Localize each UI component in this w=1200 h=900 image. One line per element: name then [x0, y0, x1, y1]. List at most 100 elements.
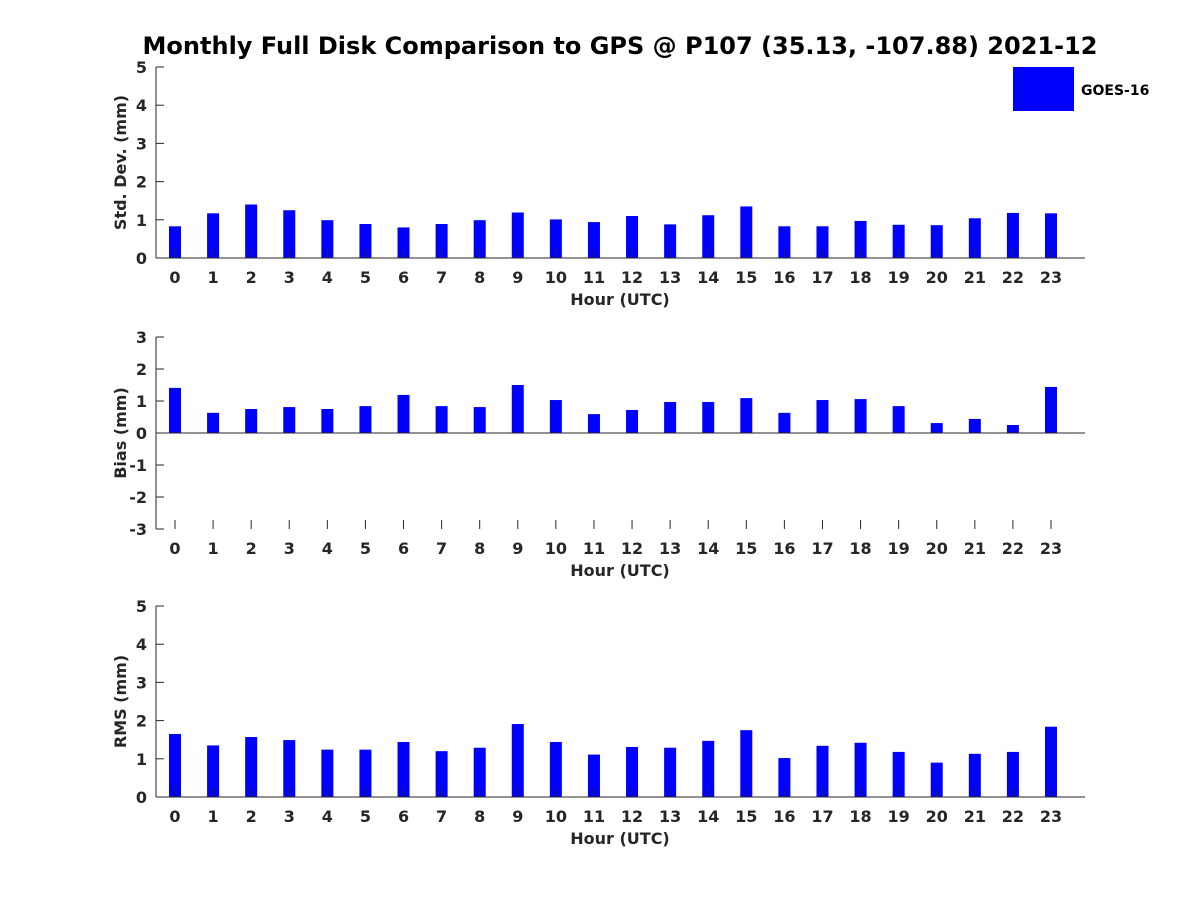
bar-stddev-hour-4 — [321, 220, 334, 258]
bar-bias-hour-21 — [968, 418, 981, 433]
x-tick-label: 0 — [169, 807, 180, 826]
bar-rms-hour-5 — [359, 749, 372, 797]
x-tick-label: 3 — [284, 539, 295, 558]
x-tick-label: 5 — [360, 539, 371, 558]
bar-stddev-hour-19 — [892, 224, 905, 258]
x-tick-label: 18 — [849, 807, 871, 826]
x-tick-label: 12 — [621, 268, 643, 287]
bar-stddev-hour-8 — [473, 220, 486, 258]
bar-rms-hour-22 — [1006, 751, 1019, 797]
bar-bias-hour-6 — [397, 394, 410, 433]
x-tick-label: 8 — [474, 807, 485, 826]
bar-bias-hour-12 — [626, 409, 639, 433]
x-tick-label: 21 — [964, 807, 986, 826]
bar-rms-hour-3 — [283, 740, 296, 797]
bar-bias-hour-20 — [930, 423, 943, 433]
bar-bias-hour-14 — [702, 401, 715, 433]
x-tick-label: 4 — [322, 807, 333, 826]
x-tick-label: 17 — [811, 268, 833, 287]
bar-bias-hour-9 — [511, 385, 524, 433]
bar-stddev-hour-7 — [435, 224, 448, 258]
x-tick-label: 19 — [888, 807, 910, 826]
bar-rms-hour-7 — [435, 751, 448, 797]
y-axis-label: RMS (mm) — [111, 655, 130, 748]
bar-stddev-hour-14 — [702, 215, 715, 258]
bar-stddev-hour-15 — [740, 206, 753, 258]
x-tick-label: 2 — [246, 539, 257, 558]
y-axis-label: Std. Dev. (mm) — [111, 95, 130, 230]
bar-stddev-hour-2 — [245, 204, 258, 258]
x-tick-label: 5 — [360, 807, 371, 826]
x-tick-label: 14 — [697, 807, 719, 826]
y-tick-label: 3 — [136, 328, 147, 347]
legend: GOES-16 — [1013, 67, 1149, 111]
x-tick-label: 22 — [1002, 807, 1024, 826]
legend-swatch — [1013, 67, 1074, 111]
bar-stddev-hour-6 — [397, 227, 410, 258]
x-tick-label: 11 — [583, 807, 605, 826]
x-tick-label: 4 — [322, 539, 333, 558]
bar-stddev-hour-18 — [854, 220, 867, 258]
x-tick-label: 3 — [284, 268, 295, 287]
bar-rms-hour-17 — [816, 745, 829, 797]
bar-bias-hour-8 — [473, 407, 486, 433]
x-tick-label: 18 — [849, 268, 871, 287]
bar-stddev-hour-1 — [207, 213, 220, 258]
bar-rms-hour-13 — [664, 747, 677, 797]
bar-bias-hour-15 — [740, 398, 753, 433]
bar-stddev-hour-10 — [549, 219, 562, 258]
x-tick-label: 5 — [360, 268, 371, 287]
x-tick-label: 13 — [659, 807, 681, 826]
bar-stddev-hour-5 — [359, 224, 372, 258]
x-tick-label: 17 — [811, 539, 833, 558]
bar-rms-hour-19 — [892, 751, 905, 797]
bar-rms-hour-4 — [321, 749, 334, 797]
bar-rms-hour-6 — [397, 741, 410, 797]
bar-rms-hour-20 — [930, 762, 943, 797]
x-tick-label: 1 — [208, 539, 219, 558]
x-tick-label: 12 — [621, 807, 643, 826]
bar-bias-hour-22 — [1006, 425, 1019, 433]
x-tick-label: 8 — [474, 268, 485, 287]
bar-rms-hour-9 — [511, 724, 524, 797]
bar-stddev-hour-22 — [1006, 212, 1019, 258]
x-tick-label: 11 — [583, 268, 605, 287]
legend-label: GOES-16 — [1081, 83, 1149, 99]
x-tick-label: 4 — [322, 268, 333, 287]
x-tick-label: 16 — [773, 268, 795, 287]
x-tick-label: 16 — [773, 539, 795, 558]
y-tick-label: 4 — [136, 96, 147, 115]
y-tick-label: 2 — [136, 173, 147, 192]
bar-bias-hour-23 — [1045, 386, 1057, 433]
x-tick-label: 14 — [697, 539, 719, 558]
bar-rms-hour-2 — [245, 737, 258, 797]
y-tick-label: -1 — [129, 456, 147, 475]
bar-stddev-hour-13 — [664, 224, 677, 258]
bar-bias-hour-4 — [321, 409, 334, 433]
chart-title: Monthly Full Disk Comparison to GPS @ P1… — [143, 32, 1098, 60]
x-tick-label: 12 — [621, 539, 643, 558]
x-tick-label: 23 — [1040, 268, 1062, 287]
y-tick-label: 0 — [136, 249, 147, 268]
bar-bias-hour-7 — [435, 406, 448, 433]
y-tick-label: 3 — [136, 673, 147, 692]
x-tick-label: 1 — [208, 807, 219, 826]
y-tick-label: 3 — [136, 134, 147, 153]
x-tick-label: 23 — [1040, 807, 1062, 826]
bar-bias-hour-5 — [359, 406, 372, 433]
y-tick-label: -2 — [129, 488, 147, 507]
x-tick-label: 21 — [964, 268, 986, 287]
y-tick-label: 5 — [136, 597, 147, 616]
x-tick-label: 9 — [512, 539, 523, 558]
x-tick-label: 15 — [735, 268, 757, 287]
y-tick-label: 1 — [136, 750, 147, 769]
x-tick-label: 13 — [659, 268, 681, 287]
bar-bias-hour-16 — [778, 412, 791, 433]
y-tick-label: 2 — [136, 712, 147, 731]
x-tick-label: 19 — [888, 268, 910, 287]
bar-stddev-hour-16 — [778, 226, 791, 258]
y-tick-label: 4 — [136, 635, 147, 654]
